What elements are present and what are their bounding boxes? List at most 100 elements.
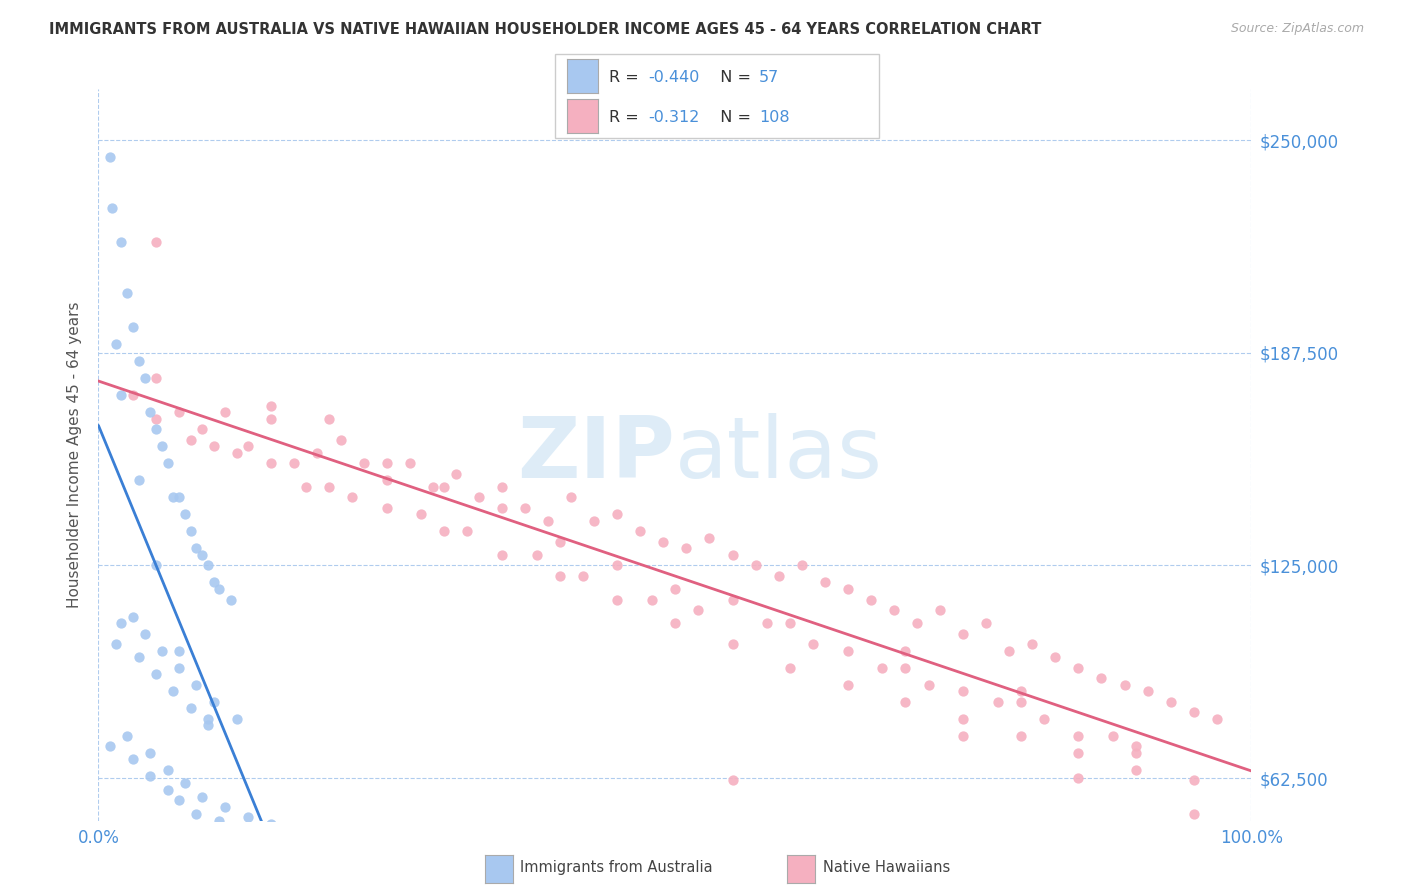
Point (156, 457, 179, 471)
Point (329, 433, 352, 447)
Point (122, 752, 145, 766)
Point (491, 549, 513, 563)
Point (174, 508, 197, 522)
Point (872, 660, 894, 674)
Point (202, 575, 225, 590)
Point (191, 422, 214, 436)
Point (295, 480, 318, 494)
Point (628, 524, 651, 539)
Point (721, 549, 744, 563)
Point (987, 695, 1010, 709)
Point (307, 446, 329, 460)
Point (191, 549, 214, 563)
Point (156, 763, 179, 777)
Point (1045, 650, 1067, 665)
Text: Immigrants from Australia: Immigrants from Australia (520, 860, 713, 874)
Point (433, 524, 456, 539)
Point (1125, 763, 1147, 777)
Point (375, 500, 398, 515)
Point (952, 684, 974, 698)
Point (260, 817, 283, 831)
Point (186, 677, 208, 691)
Point (340, 491, 363, 505)
Point (145, 412, 167, 426)
Point (202, 695, 225, 709)
Point (790, 558, 813, 573)
Point (167, 491, 190, 505)
Text: R =: R = (609, 70, 644, 85)
Point (260, 457, 283, 471)
Point (260, 412, 283, 426)
Point (560, 491, 582, 505)
Point (894, 643, 917, 657)
Point (1114, 677, 1136, 691)
Point (422, 480, 444, 494)
Point (110, 616, 132, 631)
Point (186, 806, 208, 821)
Point (375, 457, 398, 471)
Text: -0.440: -0.440 (648, 70, 700, 85)
Point (411, 508, 433, 522)
Point (1032, 712, 1054, 726)
Point (197, 712, 219, 726)
Point (721, 637, 744, 651)
Point (468, 491, 491, 505)
Point (952, 626, 974, 640)
Point (191, 789, 214, 804)
Text: 108: 108 (759, 110, 790, 125)
Point (1205, 712, 1227, 726)
Point (260, 399, 283, 413)
Point (214, 405, 236, 419)
Point (675, 541, 697, 556)
Point (779, 616, 801, 631)
Point (1182, 806, 1205, 821)
Point (128, 354, 150, 368)
Point (883, 603, 905, 617)
Point (905, 616, 928, 631)
Point (162, 684, 184, 698)
Point (444, 467, 467, 481)
Point (1067, 660, 1090, 674)
Point (162, 491, 184, 505)
Point (1160, 695, 1182, 709)
Point (150, 643, 173, 657)
Point (353, 457, 375, 471)
Point (606, 592, 628, 607)
Point (1125, 746, 1147, 760)
Text: ZIP: ZIP (517, 413, 675, 497)
Point (744, 558, 766, 573)
Point (583, 514, 606, 528)
Point (180, 433, 202, 447)
Point (768, 568, 790, 582)
Point (917, 677, 939, 691)
Point (128, 650, 150, 665)
Text: IMMIGRANTS FROM AUSTRALIA VS NATIVE HAWAIIAN HOUSEHOLDER INCOME AGES 45 - 64 YEA: IMMIGRANTS FROM AUSTRALIA VS NATIVE HAWA… (49, 22, 1042, 37)
Point (219, 592, 242, 607)
Point (1125, 739, 1147, 753)
Point (104, 637, 127, 651)
Point (1021, 637, 1043, 651)
Point (513, 500, 536, 515)
Point (998, 643, 1021, 657)
Point (641, 592, 664, 607)
Point (145, 667, 167, 681)
Y-axis label: Householder Income Ages 45 - 64 years: Householder Income Ages 45 - 64 years (67, 301, 83, 608)
Point (225, 712, 247, 726)
Point (110, 388, 132, 402)
Point (283, 457, 305, 471)
Point (150, 439, 173, 453)
Point (721, 772, 744, 787)
Point (1067, 729, 1090, 743)
Point (128, 474, 150, 488)
Point (814, 575, 837, 590)
Point (491, 500, 513, 515)
Point (104, 337, 127, 351)
Point (139, 769, 162, 783)
Point (180, 524, 202, 539)
Point (686, 603, 709, 617)
Point (664, 582, 686, 597)
Point (98, 739, 121, 753)
Point (197, 558, 219, 573)
Point (145, 235, 167, 250)
Point (548, 568, 571, 582)
